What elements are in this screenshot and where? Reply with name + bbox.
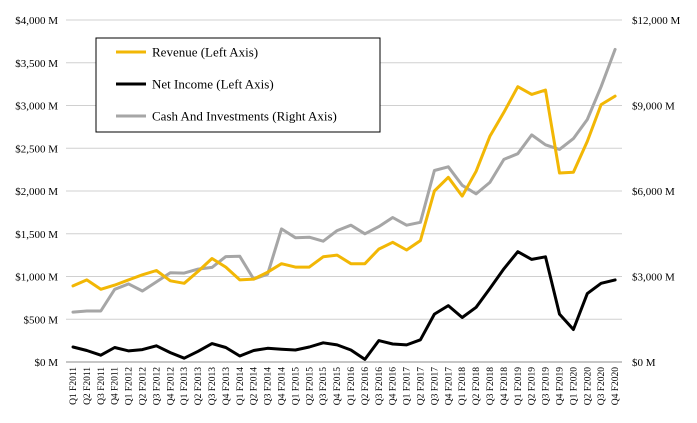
x-tick-label: Q4 F2018: [500, 367, 510, 406]
series-line: [71, 85, 617, 291]
left-axis-ticks: $0 M $500 M $1,000 M $1,500 M $2,000 M $2,500…: [15, 15, 58, 369]
x-tick-label: Q3 F2018: [486, 367, 496, 406]
series-line: [71, 250, 617, 361]
x-tick-label: Q2 F2011: [83, 367, 93, 405]
x-tick-label: Q1 F2015: [291, 367, 301, 406]
x-tick-label: Q1 F2017: [403, 367, 413, 406]
x-tick-label: Q4 F2011: [111, 367, 121, 405]
left-tick-label: $3,000 M: [15, 101, 58, 113]
right-tick-label: $9,000 M: [632, 101, 675, 113]
x-tick-label: Q3 F2016: [375, 367, 385, 406]
x-tick-label: Q2 F2020: [583, 367, 593, 406]
x-tick-label: Q2 F2013: [194, 367, 204, 406]
x-tick-label: Q3 F2014: [264, 367, 274, 406]
x-tick-label: Q2 F2016: [361, 367, 371, 406]
x-tick-label: Q3 F2012: [152, 367, 162, 406]
right-tick-label: $3,000 M: [632, 272, 675, 284]
x-tick-label: Q2 F2019: [528, 367, 538, 406]
x-tick-label: Q1 F2020: [569, 367, 579, 406]
x-tick-label: Q1 F2016: [347, 367, 357, 406]
x-tick-label: Q4 F2017: [444, 367, 454, 406]
legend-label: Cash And Investments (Right Axis): [152, 109, 337, 124]
x-tick-label: Q3 F2013: [208, 367, 218, 406]
legend-label: Revenue (Left Axis): [152, 45, 258, 60]
x-axis-ticks: Q1 F2011 Q2 F2011 Q3 F2011 Q4 F2011 Q1 F2012…: [69, 367, 621, 406]
x-tick-label: Q4 F2020: [611, 367, 621, 406]
x-tick-label: Q2 F2017: [416, 367, 426, 406]
x-tick-label: Q1 F2011: [69, 367, 79, 405]
series-lines: [71, 47, 617, 361]
x-tick-label: Q1 F2019: [514, 367, 524, 406]
x-tick-label: Q4 F2016: [389, 367, 399, 406]
legend-label: Net Income (Left Axis): [152, 77, 274, 92]
left-tick-label: $2,000 M: [15, 186, 58, 198]
x-tick-label: Q3 F2020: [597, 367, 607, 406]
left-tick-label: $500 M: [23, 314, 58, 326]
left-tick-label: $3,500 M: [15, 58, 58, 70]
x-tick-label: Q4 F2019: [555, 367, 565, 406]
x-tick-label: Q4 F2012: [166, 367, 176, 406]
x-tick-label: Q3 F2019: [542, 367, 552, 406]
x-tick-label: Q4 F2014: [277, 367, 287, 406]
x-tick-label: Q1 F2012: [125, 367, 135, 406]
x-tick-label: Q1 F2018: [458, 367, 468, 406]
right-axis-ticks: $0 M $3,000 M $6,000 M $9,000 M $12,000 M: [632, 15, 681, 369]
x-tick-label: Q2 F2012: [138, 367, 148, 406]
x-tick-label: Q3 F2017: [430, 367, 440, 406]
legend: Revenue (Left Axis) Net Income (Left Axis…: [95, 37, 381, 133]
left-tick-label: $1,500 M: [15, 229, 58, 241]
x-tick-label: Q1 F2013: [180, 367, 190, 406]
left-tick-label: $0 M: [34, 357, 58, 369]
x-tick-label: Q3 F2015: [319, 367, 329, 406]
left-tick-label: $4,000 M: [15, 15, 58, 27]
x-tick-label: Q2 F2015: [305, 367, 315, 406]
x-tick-label: Q4 F2015: [333, 367, 343, 406]
left-tick-label: $1,000 M: [15, 272, 58, 284]
x-tick-label: Q2 F2018: [472, 367, 482, 406]
right-tick-label: $0 M: [632, 357, 656, 369]
x-tick-label: Q1 F2014: [236, 367, 246, 406]
x-tick-label: Q2 F2014: [250, 367, 260, 406]
left-tick-label: $2,500 M: [15, 143, 58, 155]
x-tick-label: Q4 F2013: [222, 367, 232, 406]
right-tick-label: $12,000 M: [632, 15, 681, 27]
right-tick-label: $6,000 M: [632, 186, 675, 198]
x-tick-label: Q3 F2011: [97, 367, 107, 405]
